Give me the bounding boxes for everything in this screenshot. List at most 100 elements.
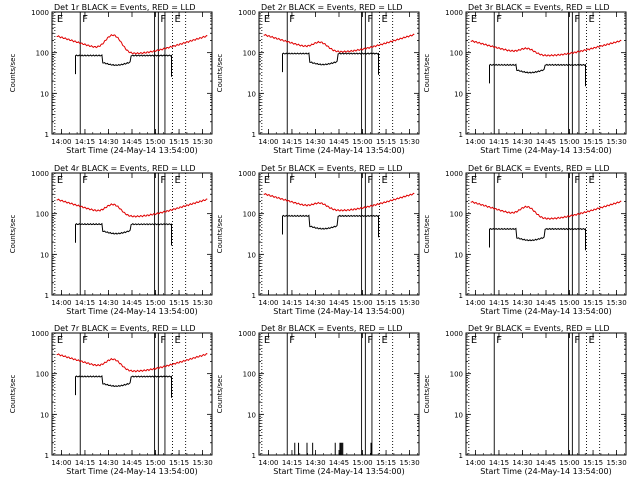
- panel-title: Det 7r BLACK = Events, RED = LLD: [54, 324, 196, 333]
- y-axis-label: Counts/sec: [423, 215, 431, 254]
- x-tick-label: 15:15: [583, 138, 603, 146]
- x-tick-label: 14:00: [51, 299, 71, 307]
- x-tick-label: 15:00: [352, 138, 372, 146]
- x-tick-label: 14:30: [98, 299, 118, 307]
- x-tick-label: 14:45: [536, 138, 556, 146]
- y-tick-label: 10: [454, 411, 463, 419]
- x-axis-label: Start Time (24-May-14 13:54:00): [480, 307, 611, 316]
- y-axis-label: Counts/sec: [9, 54, 17, 93]
- events-series-line: [75, 222, 172, 246]
- event-marker-label: F: [574, 14, 580, 25]
- y-tick-label: 100: [36, 50, 49, 58]
- x-axis-label: Start Time (24-May-14 13:54:00): [66, 467, 197, 476]
- event-marker-label: E: [381, 175, 387, 186]
- y-tick-label: 1000: [31, 170, 49, 178]
- y-tick-label: 10: [454, 90, 463, 98]
- x-tick-label: 14:15: [75, 138, 95, 146]
- x-tick-label: 15:30: [606, 459, 626, 467]
- y-tick-label: 1: [45, 292, 49, 300]
- event-marker-label: F: [160, 175, 166, 186]
- y-tick-label: 10: [40, 251, 49, 259]
- y-axis-label: Counts/sec: [216, 375, 224, 414]
- x-tick-label: 14:45: [122, 138, 142, 146]
- x-tick-label: 15:30: [399, 299, 419, 307]
- event-marker-label: F: [496, 335, 502, 346]
- x-tick-label: 14:00: [465, 299, 485, 307]
- x-tick-label: 15:00: [145, 459, 165, 467]
- events-series-line: [75, 375, 172, 398]
- y-tick-label: 10: [247, 90, 256, 98]
- x-tick-label: 14:45: [329, 138, 349, 146]
- y-axis-label: Counts/sec: [423, 54, 431, 93]
- panel-det-4: Det 4r BLACK = Events, RED = LLD 1 10 100 10…: [9, 164, 213, 316]
- events-series-line: [282, 52, 379, 75]
- x-tick-label: 14:45: [536, 459, 556, 467]
- y-axis-label: Counts/sec: [216, 215, 224, 254]
- lld-series-line: [56, 353, 208, 373]
- x-tick-label: 15:00: [559, 299, 579, 307]
- x-tick-label: 15:00: [559, 459, 579, 467]
- panel-det-5: Det 5r BLACK = Events, RED = LLD 1 10 100 10…: [216, 164, 420, 316]
- x-tick-label: 15:15: [376, 138, 396, 146]
- x-axis-label: Start Time (24-May-14 13:54:00): [66, 307, 197, 316]
- y-tick-label: 100: [243, 211, 256, 219]
- x-tick-label: 14:45: [122, 299, 142, 307]
- panel-title: Det 8r BLACK = Events, RED = LLD: [261, 324, 403, 333]
- event-marker-label: E: [174, 14, 180, 25]
- event-marker-label: E: [57, 335, 63, 346]
- event-marker-label: E: [471, 335, 477, 346]
- event-marker-label: F: [367, 175, 373, 186]
- x-tick-label: 15:30: [606, 138, 626, 146]
- x-tick-label: 14:15: [75, 459, 95, 467]
- x-tick-label: 15:30: [606, 299, 626, 307]
- y-tick-label: 10: [454, 251, 463, 259]
- panel-det-2: Det 2r BLACK = Events, RED = LLD 1 10 100 10…: [216, 3, 420, 155]
- x-axis-label: Start Time (24-May-14 13:54:00): [480, 146, 611, 155]
- x-axis-label: Start Time (24-May-14 13:54:00): [273, 307, 404, 316]
- event-marker-label: E: [57, 175, 63, 186]
- event-marker-label: E: [264, 175, 270, 186]
- x-tick-label: 14:45: [329, 299, 349, 307]
- y-tick-label: 1000: [238, 330, 256, 338]
- x-tick-label: 15:15: [169, 459, 189, 467]
- x-tick-label: 14:30: [305, 299, 325, 307]
- x-tick-label: 15:00: [559, 138, 579, 146]
- y-tick-label: 1000: [31, 9, 49, 17]
- x-tick-label: 14:45: [536, 299, 556, 307]
- plot-frame: [258, 332, 420, 456]
- event-marker-label: E: [57, 14, 63, 25]
- lld-series-line: [263, 33, 415, 54]
- panel-det-6: Det 6r BLACK = Events, RED = LLD 1 10 100 10…: [423, 164, 627, 316]
- x-tick-label: 14:15: [282, 299, 302, 307]
- event-marker-label: F: [82, 335, 88, 346]
- x-tick-label: 14:45: [122, 459, 142, 467]
- x-tick-label: 14:15: [489, 138, 509, 146]
- x-tick-label: 14:30: [512, 459, 532, 467]
- x-axis-label: Start Time (24-May-14 13:54:00): [480, 467, 611, 476]
- event-marker-label: F: [496, 14, 502, 25]
- x-tick-label: 15:30: [192, 138, 212, 146]
- panel-title: Det 9r BLACK = Events, RED = LLD: [468, 324, 610, 333]
- x-tick-label: 14:00: [51, 138, 71, 146]
- x-tick-label: 15:30: [399, 459, 419, 467]
- y-tick-label: 1000: [445, 330, 463, 338]
- events-series-line: [489, 63, 586, 87]
- y-axis-label: Counts/sec: [423, 375, 431, 414]
- x-tick-label: 15:15: [376, 459, 396, 467]
- x-axis-label: Start Time (24-May-14 13:54:00): [273, 467, 404, 476]
- y-axis-label: Counts/sec: [9, 215, 17, 254]
- y-tick-label: 100: [450, 50, 463, 58]
- x-tick-label: 14:00: [258, 138, 278, 146]
- y-tick-label: 1: [252, 292, 256, 300]
- x-tick-label: 15:15: [376, 299, 396, 307]
- events-series-line: [282, 214, 379, 238]
- event-marker-label: E: [381, 14, 387, 25]
- x-tick-label: 15:00: [145, 299, 165, 307]
- x-tick-label: 14:00: [258, 299, 278, 307]
- y-tick-label: 1: [459, 131, 463, 139]
- y-axis-label: Counts/sec: [216, 54, 224, 93]
- event-marker-label: F: [367, 14, 373, 25]
- panel-title: Det 3r BLACK = Events, RED = LLD: [468, 3, 610, 12]
- x-tick-label: 14:30: [512, 138, 532, 146]
